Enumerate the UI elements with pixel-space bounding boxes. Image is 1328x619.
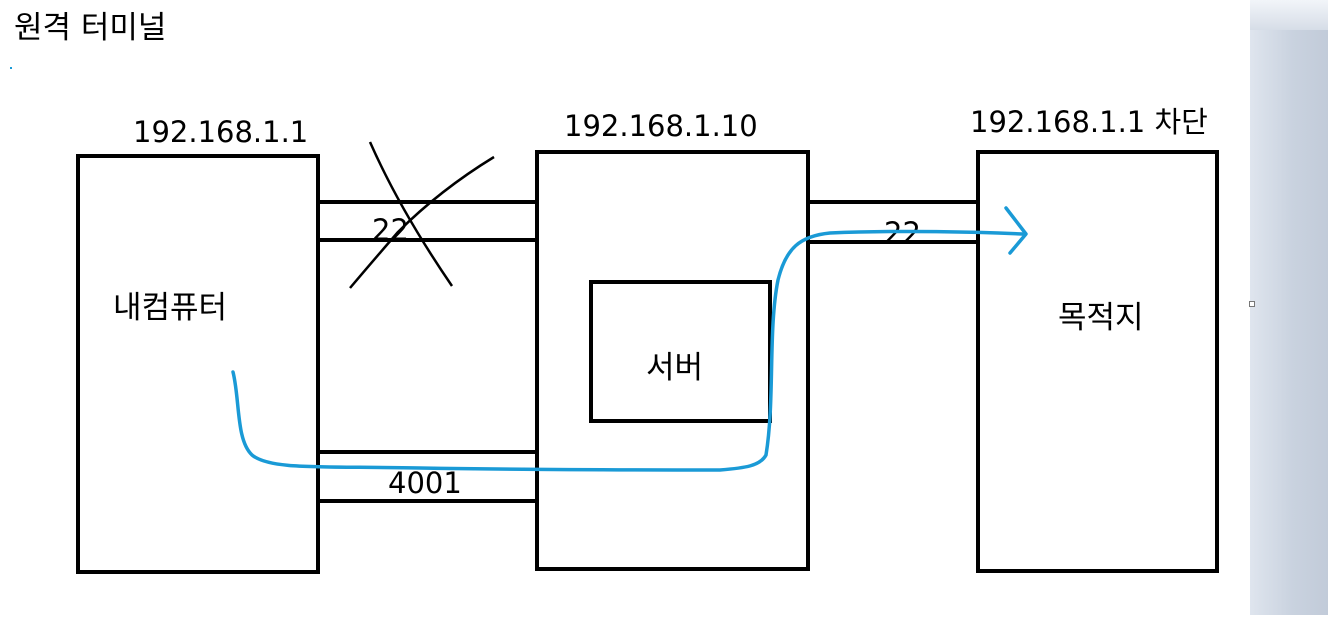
scrollbar-thumb[interactable] bbox=[1250, 0, 1328, 30]
blocked-x-mark bbox=[349, 141, 495, 289]
tunnel-port-label: 4001 bbox=[388, 466, 462, 500]
destination-label: 목적지 bbox=[1058, 300, 1144, 336]
diagram-title: 원격 터미널 bbox=[14, 10, 166, 46]
tunnel-port-link bbox=[316, 450, 539, 503]
diagram-svg: 원격 터미널 192.168.1.1 내컴퓨터 192.168.1.10 서버 … bbox=[10, 10, 1219, 574]
my-computer-label: 내컴퓨터 bbox=[113, 290, 227, 326]
server-inner-box bbox=[589, 280, 772, 423]
vertical-scrollbar[interactable] bbox=[1250, 0, 1328, 615]
forward-port-link bbox=[806, 200, 980, 244]
server-label: 서버 bbox=[646, 350, 703, 386]
stray-dot bbox=[10, 67, 12, 69]
my-computer-ip: 192.168.1.1 bbox=[133, 115, 308, 149]
diagram-canvas: 원격 터미널 192.168.1.1 내컴퓨터 192.168.1.10 서버 … bbox=[10, 10, 1219, 574]
server-box-ip: 192.168.1.10 bbox=[564, 109, 758, 143]
my-computer-box bbox=[76, 154, 320, 574]
route-arrow bbox=[231, 206, 1028, 472]
destination-ip: 192.168.1.1 차단 bbox=[970, 105, 1208, 139]
resize-handle[interactable] bbox=[1249, 301, 1255, 307]
server-box bbox=[535, 150, 810, 571]
blocked-port-link bbox=[316, 200, 539, 242]
destination-box bbox=[976, 150, 1219, 573]
